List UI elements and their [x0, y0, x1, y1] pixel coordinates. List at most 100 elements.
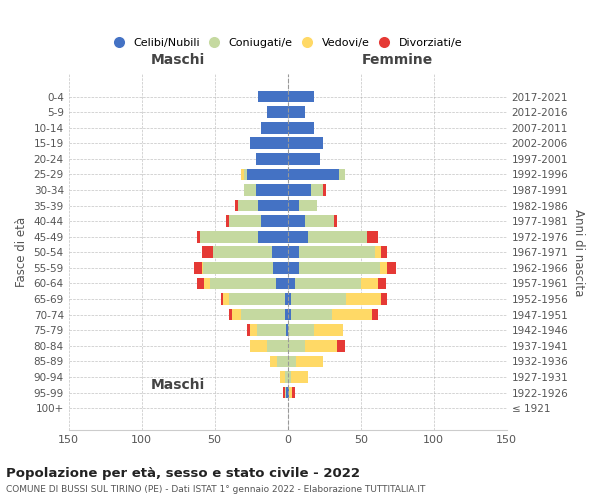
Bar [238, 200, 259, 211]
Bar [202, 262, 203, 274]
Bar [257, 324, 286, 336]
Bar [232, 309, 241, 320]
Bar [337, 340, 344, 351]
Bar [285, 371, 287, 383]
Bar [226, 216, 229, 227]
Bar [299, 262, 380, 274]
Bar [287, 153, 320, 164]
Bar [287, 200, 299, 211]
Bar [287, 184, 311, 196]
Bar [285, 386, 286, 398]
Bar [256, 153, 287, 164]
Bar [211, 278, 276, 289]
Bar [262, 122, 287, 134]
Bar [314, 324, 343, 336]
Text: Popolazione per età, sesso e stato civile - 2022: Popolazione per età, sesso e stato civil… [6, 468, 360, 480]
Bar [290, 309, 332, 320]
Bar [247, 168, 287, 180]
Bar [287, 122, 314, 134]
Text: COMUNE DI BUSSI SUL TIRINO (PE) - Dati ISTAT 1° gennaio 2022 - Elaborazione TUTT: COMUNE DI BUSSI SUL TIRINO (PE) - Dati I… [6, 485, 425, 494]
Bar [287, 324, 314, 336]
Bar [378, 278, 386, 289]
Bar [287, 293, 290, 305]
Bar [285, 309, 287, 320]
Bar [250, 324, 257, 336]
Legend: Celibi/Nubili, Coniugati/e, Vedovi/e, Divorziati/e: Celibi/Nubili, Coniugati/e, Vedovi/e, Di… [110, 34, 466, 52]
Bar [197, 278, 205, 289]
Bar [287, 216, 305, 227]
Bar [287, 231, 308, 242]
Y-axis label: Anni di nascita: Anni di nascita [572, 208, 585, 296]
Bar [287, 246, 299, 258]
Bar [287, 262, 299, 274]
Bar [276, 278, 287, 289]
Bar [381, 293, 387, 305]
Bar [299, 200, 317, 211]
Bar [285, 293, 287, 305]
Bar [290, 371, 308, 383]
Bar [331, 309, 373, 320]
Bar [289, 386, 292, 398]
Bar [250, 138, 287, 149]
Bar [235, 200, 238, 211]
Y-axis label: Fasce di età: Fasce di età [15, 218, 28, 288]
Bar [241, 309, 285, 320]
Bar [229, 293, 285, 305]
Bar [273, 262, 287, 274]
Bar [299, 246, 376, 258]
Bar [286, 386, 287, 398]
Bar [267, 340, 287, 351]
Bar [200, 231, 259, 242]
Bar [305, 340, 337, 351]
Bar [244, 168, 247, 180]
Bar [339, 168, 344, 180]
Bar [287, 386, 289, 398]
Bar [367, 231, 378, 242]
Bar [334, 216, 337, 227]
Bar [202, 246, 213, 258]
Bar [287, 90, 314, 102]
Bar [311, 184, 323, 196]
Bar [290, 293, 346, 305]
Bar [205, 278, 211, 289]
Bar [213, 246, 272, 258]
Bar [277, 356, 287, 367]
Bar [287, 138, 323, 149]
Bar [256, 184, 287, 196]
Bar [296, 356, 323, 367]
Text: Maschi: Maschi [151, 378, 205, 392]
Bar [295, 278, 361, 289]
Bar [287, 106, 305, 118]
Bar [380, 262, 387, 274]
Bar [259, 200, 287, 211]
Bar [292, 386, 295, 398]
Bar [286, 324, 287, 336]
Bar [323, 184, 326, 196]
Bar [247, 324, 250, 336]
Bar [287, 371, 290, 383]
Bar [250, 340, 267, 351]
Bar [376, 246, 381, 258]
Bar [373, 309, 378, 320]
Bar [197, 231, 200, 242]
Bar [287, 278, 295, 289]
Bar [203, 262, 273, 274]
Bar [387, 262, 396, 274]
Text: Maschi: Maschi [151, 54, 205, 68]
Bar [267, 106, 287, 118]
Bar [381, 246, 387, 258]
Bar [223, 293, 229, 305]
Bar [259, 231, 287, 242]
Bar [272, 246, 287, 258]
Bar [262, 216, 287, 227]
Bar [241, 168, 244, 180]
Bar [287, 168, 339, 180]
Bar [305, 216, 334, 227]
Bar [229, 309, 232, 320]
Bar [229, 216, 262, 227]
Bar [346, 293, 381, 305]
Bar [259, 90, 287, 102]
Bar [308, 231, 367, 242]
Bar [280, 371, 285, 383]
Bar [287, 309, 290, 320]
